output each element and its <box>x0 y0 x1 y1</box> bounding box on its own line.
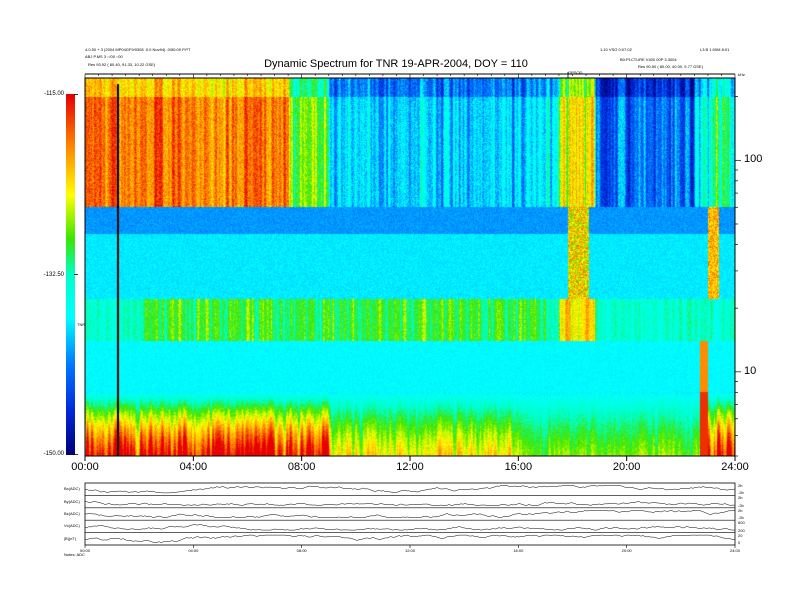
footer-notes: Notes: ADC <box>64 552 85 557</box>
sub-panel-label: Bx(ADC) <box>64 486 80 492</box>
sub-panel-trace <box>84 524 735 531</box>
colorbar-tick-label-max: -115.00 <box>44 91 64 97</box>
sub-x-tick-label: 08:00 <box>296 548 307 553</box>
y-tick-label: 100 <box>744 153 763 166</box>
sub-panel-label: Bz(ADC) <box>64 511 80 516</box>
right-info-4: Res 90.50 ( 80.00, 40.00, 9.77 GSE) <box>638 64 703 69</box>
right-info-3: B0:P1CTURE V400 00P 3.3004 <box>620 57 677 62</box>
sub-panel-label: Vx(ADC) <box>64 523 80 529</box>
sub-panel-range-label: 2b <box>738 483 743 488</box>
sub-panel-range-label: -2b <box>738 515 744 521</box>
colorbar-tick-label-mid: -132.50 <box>43 272 64 278</box>
sub-panel-range-label: -2b <box>738 502 744 508</box>
colorbar <box>66 94 75 455</box>
x-tick-label: 20:00 <box>612 461 641 473</box>
sub-x-tick-label: 20:00 <box>621 548 632 553</box>
sub-x-tick-label: 00:00 <box>79 548 90 553</box>
x-tick-label: 04:00 <box>179 461 208 473</box>
x-axis-ticks <box>84 456 736 461</box>
sub-panel-trace <box>84 485 736 494</box>
sub-panel-trace <box>84 534 736 543</box>
y-tick-label: 10 <box>744 364 757 377</box>
left-info-1: 4.0.50 + 3 (2004 MP04GF9/0308 .0.0 Nov94… <box>85 47 191 52</box>
x-tick-label: 16:00 <box>504 461 533 473</box>
chart-title: Dynamic Spectrum for TNR 19-APR-2004, DO… <box>264 58 528 70</box>
x-tick-label: 08:00 <box>287 461 316 473</box>
sub-panel-trace <box>84 510 736 518</box>
dynamic-spectrum-heatmap <box>85 78 735 456</box>
sub-x-tick-label: 16:00 <box>513 548 524 553</box>
left-info-2: ABJ P.MS 3 ::/00 ::00 <box>85 54 123 59</box>
sub-panel-label: By(ADC) <box>64 498 80 504</box>
sub-panel-trace <box>84 501 736 506</box>
colorbar-tick-label-min: -150.00 <box>43 451 64 457</box>
sub-x-tick-label: 12:00 <box>404 548 415 553</box>
sub-panel-range-label: 600 <box>738 520 745 526</box>
sub-panel-range-label: 2b <box>738 495 743 501</box>
sub-panel-range-label: 2b <box>738 507 743 513</box>
sub-x-tick-label: 24:00 <box>729 548 740 553</box>
x-tick-label: 00:00 <box>71 461 99 473</box>
y-axis-ticks <box>735 96 741 457</box>
sub-panel-label: |B|(nT) <box>64 535 77 541</box>
x-tick-label: 24:00 <box>721 461 749 473</box>
colorbar-label: TNR <box>77 322 86 327</box>
sub-x-tick-label: 04:00 <box>188 548 199 553</box>
sub-panel-range-label: 20 <box>738 532 743 538</box>
x-tick-label: 12:00 <box>396 461 424 473</box>
event-marker-label: GPSOD <box>568 70 583 75</box>
right-info-2: L3 B 1:00M 8:01 <box>700 47 730 52</box>
sub-panel-range-label: -2b <box>738 490 744 496</box>
right-info-1: 1:10 VSO 0:07:02 <box>600 47 632 52</box>
sub-panel-range-label: 0 <box>738 540 741 545</box>
right-axis-unit: kHz <box>738 72 745 77</box>
left-info-3: Res 93.92 ( 80.40, 91.33, 10.22 GSE) <box>88 62 156 67</box>
sub-panel-range-label: 200 <box>738 527 745 533</box>
top-axis-ticks <box>84 74 736 78</box>
colorbar-ticks <box>74 94 78 455</box>
